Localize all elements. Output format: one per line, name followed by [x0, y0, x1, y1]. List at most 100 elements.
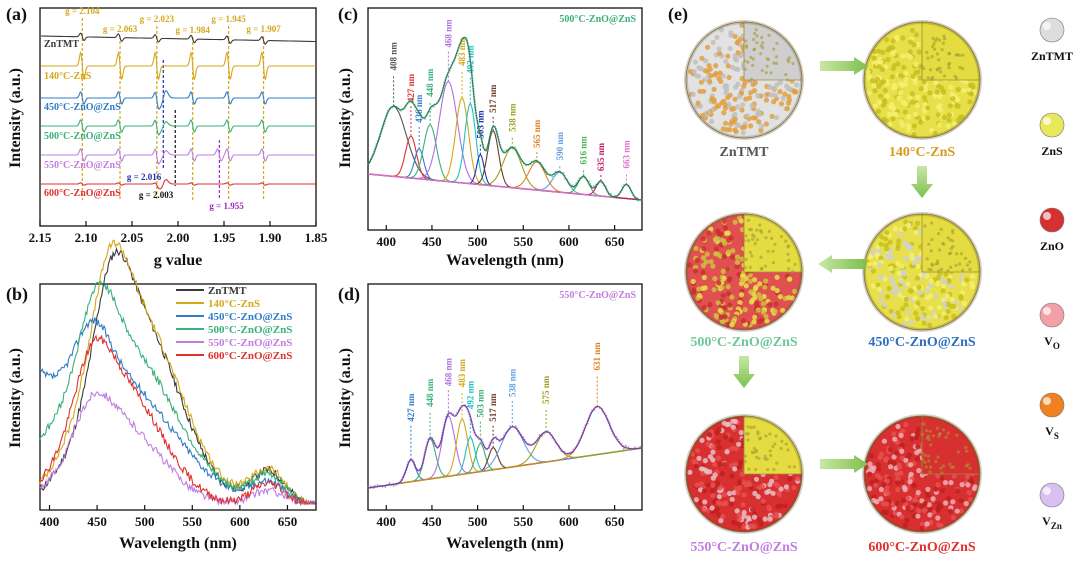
sphere-label-1: 140°C-ZnS [889, 145, 955, 160]
sphere-3-atom [739, 277, 745, 283]
sphere-0-atom [755, 111, 761, 117]
sphere-1-atom [913, 61, 919, 67]
sphere-0-atom [713, 71, 719, 77]
sphere-4-atom [748, 523, 754, 529]
sphere-5-core-atom [948, 462, 952, 466]
sphere-0-atom [732, 33, 738, 40]
sphere-1-core-atom [954, 76, 959, 80]
a-xtick-label-0: 2.15 [29, 230, 52, 245]
sphere-2-core-atom [959, 252, 964, 256]
sphere-0-atom [724, 127, 730, 133]
sphere-1-atom [934, 89, 940, 95]
sphere-4-atom [737, 479, 743, 485]
sphere-4-atom [762, 516, 768, 522]
sphere-2-atom [908, 252, 915, 258]
sphere-4-atom [767, 516, 773, 522]
sphere-0-atom [737, 94, 743, 100]
sphere-0-core-atom [760, 36, 764, 40]
sphere-1-atom [872, 88, 878, 94]
sphere-4-atom [732, 461, 739, 467]
sphere-3-atom [721, 218, 728, 224]
sphere-4-atom [705, 482, 712, 488]
sphere-2-core-atom [961, 268, 965, 272]
sphere-1-atom [903, 76, 909, 82]
sphere-3-atom [743, 275, 749, 281]
sphere-3-atom [713, 237, 719, 243]
sphere-0-core-atom [751, 63, 755, 67]
sphere-4-core-atom [755, 449, 759, 453]
sphere-3-atom [748, 289, 754, 295]
sphere-3-atom [720, 293, 726, 299]
sphere-2-atom [913, 229, 919, 236]
sphere-4-atom [769, 478, 775, 484]
sphere-3-core-atom [786, 252, 790, 256]
arrow-right-1 [820, 57, 868, 75]
sphere-3-core-atom [753, 242, 757, 246]
sphere-2-atom [875, 244, 881, 250]
sphere-3-core-atom [752, 234, 756, 238]
sphere-0-atom [690, 91, 696, 97]
sphere-4-core-atom [768, 432, 772, 436]
sphere-2-atom [903, 255, 909, 261]
sphere-3-atom [690, 278, 696, 285]
sphere-0-atom [759, 123, 765, 129]
panel-c-xlabel: Wavelength (nm) [446, 252, 564, 269]
sphere-4-atom [690, 451, 696, 457]
sphere-2-atom [924, 287, 931, 293]
sphere-2-atom [927, 322, 933, 328]
sphere-0-atom [692, 59, 699, 65]
sphere-5-atom [935, 482, 941, 488]
sphere-2-core-atom [946, 269, 950, 273]
sphere-1-atom [936, 122, 943, 128]
sphere-4-atom [736, 441, 742, 447]
key-atom-highlight-1 [1043, 117, 1051, 125]
sphere-4-atom [719, 471, 726, 477]
sphere-4-atom [787, 476, 793, 482]
sphere-4-atom [736, 464, 742, 470]
b-legend-label-5: 600°C-ZnO@ZnS [208, 350, 292, 362]
sphere-4-atom [766, 488, 772, 494]
sphere-3-atom [687, 262, 693, 268]
key-atom-highlight-2 [1043, 212, 1051, 220]
sphere-3-atom [734, 259, 741, 265]
b-legend-label-3: 500°C-ZnO@ZnS [208, 324, 292, 336]
sphere-3-atom [700, 263, 707, 269]
sphere-4-atom [741, 524, 747, 530]
c-xtick-label-3: 550 [514, 234, 534, 249]
key-label-0: ZnTMT [1031, 49, 1073, 63]
sphere-4-core-atom [771, 445, 775, 449]
sphere-1-atom [891, 63, 897, 69]
sphere-3-atom [696, 292, 703, 298]
sphere-1-atom [922, 101, 928, 107]
sphere-0-atom [709, 118, 715, 124]
sphere-4-atom [717, 461, 723, 468]
sphere-5-atom [963, 501, 969, 507]
sphere-5-atom [942, 480, 949, 486]
c-peak-label-7: 503 nm [475, 110, 485, 139]
sphere-5-atom [947, 508, 953, 514]
b-xtick-label-3: 550 [183, 514, 203, 529]
sphere-5-atom [894, 450, 900, 456]
sphere-2-core-atom [955, 252, 959, 256]
sphere-2 [862, 212, 982, 332]
sphere-3-atom [739, 256, 745, 262]
sphere-5-atom [873, 478, 879, 484]
panel-c-ylabel: Intensity (a.u.) [337, 68, 354, 168]
sphere-4-atom [756, 517, 762, 523]
sphere-4-core-atom [792, 465, 797, 469]
sphere-3-core-atom [755, 228, 759, 232]
sphere-0-atom [784, 83, 790, 89]
sphere-1-core-atom [925, 50, 929, 55]
sphere-3-atom [708, 259, 714, 265]
d-xtick-label-2: 500 [468, 514, 488, 529]
sphere-5-atom [909, 436, 915, 442]
sphere-5-atom [892, 436, 898, 442]
sphere-1-atom [866, 90, 872, 96]
sphere-3-core-atom [758, 228, 763, 233]
sphere-2-core-atom [951, 231, 955, 235]
sphere-3-core-atom [751, 237, 755, 241]
sphere-0-core-atom [746, 60, 750, 64]
sphere-2-atom [958, 276, 965, 282]
sphere-5-atom [877, 475, 883, 481]
sphere-5-atom [873, 482, 879, 488]
